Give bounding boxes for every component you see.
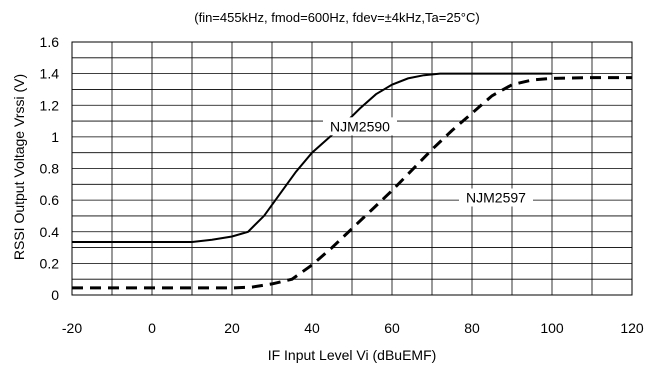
- x-tick-labels: -20 0 20 40 60 80 100 120: [62, 320, 644, 336]
- series-line-njm2597: [72, 76, 632, 290]
- x-tick-label: 80: [464, 320, 480, 336]
- y-tick-label: 0.6: [40, 192, 60, 208]
- series-layer: [72, 72, 632, 290]
- chart-subtitle: (fin=455kHz, fmod=600Hz, fdev=±4kHz,Ta=2…: [194, 10, 479, 25]
- y-tick-label: 0: [51, 287, 59, 303]
- y-tick-label: 0.4: [40, 224, 60, 240]
- y-tick-label: 1.4: [40, 66, 60, 82]
- y-axis-label: RSSI Output Voltage Vrssi (V): [11, 74, 27, 260]
- grid: [72, 42, 632, 295]
- y-tick-label: 0.8: [40, 161, 60, 177]
- series-label-bg: [459, 188, 533, 207]
- y-tick-label: 1.6: [40, 34, 60, 50]
- y-tick-label: 0.2: [40, 255, 60, 271]
- x-tick-label: 60: [384, 320, 400, 336]
- series-line-njm2590: [72, 72, 552, 243]
- x-axis-label: IF Input Level Vi (dBuEMF): [268, 347, 437, 363]
- x-tick-label: 0: [148, 320, 156, 336]
- x-tick-label: 20: [224, 320, 240, 336]
- x-tick-label: 100: [540, 320, 564, 336]
- y-tick-labels: 0 0.2 0.4 0.6 0.8 1 1.2 1.4 1.6: [40, 34, 60, 303]
- x-tick-label: 120: [620, 320, 644, 336]
- series-labels: NJM2590 NJM2597: [323, 117, 533, 207]
- series-label-njm2597: NJM2597: [466, 189, 526, 205]
- y-tick-label: 1: [51, 129, 59, 145]
- plot-frame: [71, 41, 633, 296]
- x-tick-label: -20: [62, 320, 82, 336]
- y-tick-label: 1.2: [40, 97, 60, 113]
- series-label-bg: [323, 117, 397, 136]
- x-tick-label: 40: [304, 320, 320, 336]
- series-label-njm2590: NJM2590: [330, 118, 390, 134]
